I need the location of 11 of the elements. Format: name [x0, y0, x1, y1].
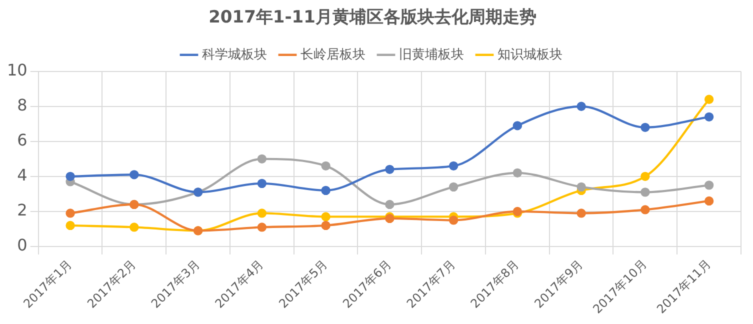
- y-tick-label: 8: [17, 96, 28, 115]
- y-tick-label: 4: [17, 166, 28, 185]
- chart-title: 2017年1-11月黄埔区各版块去化周期走势: [208, 8, 536, 28]
- y-tick-label: 10: [7, 60, 28, 80]
- y-tick-label: 0: [17, 236, 28, 255]
- legend-label: 长岭居板块: [300, 47, 366, 62]
- y-tick-label: 6: [17, 130, 28, 150]
- y-tick-label: 2: [17, 200, 28, 220]
- legend-label: 旧黄埔板块: [399, 47, 464, 62]
- legend-label: 科学城板块: [202, 47, 267, 62]
- legend-label: 知识城板块: [498, 47, 562, 62]
